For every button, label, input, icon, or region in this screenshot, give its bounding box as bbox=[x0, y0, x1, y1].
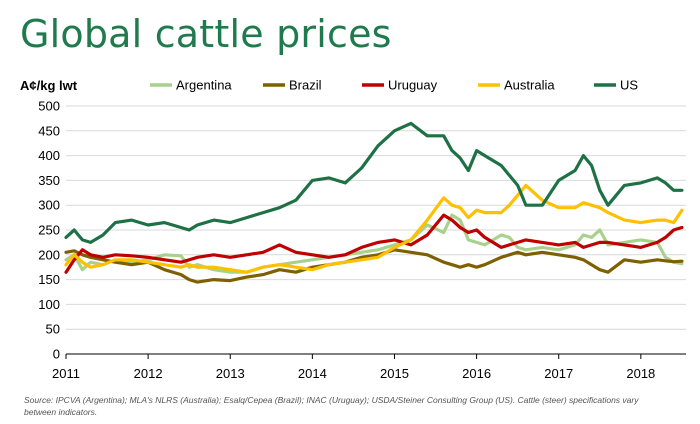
page-title: Global cattle prices bbox=[20, 12, 392, 56]
y-tick-label: 350 bbox=[38, 173, 60, 188]
y-tick-label: 200 bbox=[38, 247, 60, 262]
x-axis-ticks: 2011 2012 2013 2014 2015 2016 2017 2018 bbox=[52, 354, 655, 381]
x-tick-label: 2015 bbox=[380, 366, 409, 381]
x-tick-label: 2011 bbox=[52, 366, 80, 381]
x-tick-label: 2018 bbox=[626, 366, 655, 381]
y-tick-label: 500 bbox=[38, 99, 60, 114]
y-tick-label: 150 bbox=[38, 272, 60, 287]
y-tick-label: 250 bbox=[38, 223, 60, 238]
y-axis-unit-label: A¢/kg lwt bbox=[20, 78, 78, 93]
x-tick-label: 2016 bbox=[462, 366, 491, 381]
legend-label-uruguay: Uruguay bbox=[388, 78, 438, 93]
legend-label-us: US bbox=[620, 78, 638, 93]
y-tick-label: 450 bbox=[38, 123, 60, 138]
y-axis-ticks: 0 50 100 150 200 250 300 350 400 450 500 bbox=[38, 99, 60, 362]
legend: Argentina Brazil Uruguay Australia US bbox=[150, 78, 638, 93]
source-note: Source: IPCVA (Argentina); MLA's NLRS (A… bbox=[24, 395, 639, 417]
y-tick-label: 300 bbox=[38, 198, 60, 213]
x-tick-label: 2014 bbox=[298, 366, 327, 381]
y-tick-label: 400 bbox=[38, 148, 60, 163]
legend-label-australia: Australia bbox=[504, 78, 555, 93]
x-tick-label: 2012 bbox=[134, 366, 163, 381]
y-tick-label: 0 bbox=[53, 347, 60, 362]
series-line-uruguay bbox=[64, 213, 684, 274]
series-line-brazil bbox=[64, 248, 684, 284]
x-tick-label: 2013 bbox=[216, 366, 245, 381]
legend-label-brazil: Brazil bbox=[289, 78, 322, 93]
x-tick-label: 2017 bbox=[544, 366, 573, 381]
legend-label-argentina: Argentina bbox=[176, 78, 232, 93]
series-lines bbox=[64, 121, 684, 284]
series-line-us bbox=[64, 121, 684, 244]
y-tick-label: 100 bbox=[38, 297, 60, 312]
y-tick-label: 50 bbox=[46, 322, 60, 337]
series-line-australia bbox=[64, 183, 684, 274]
gridlines bbox=[66, 105, 686, 330]
